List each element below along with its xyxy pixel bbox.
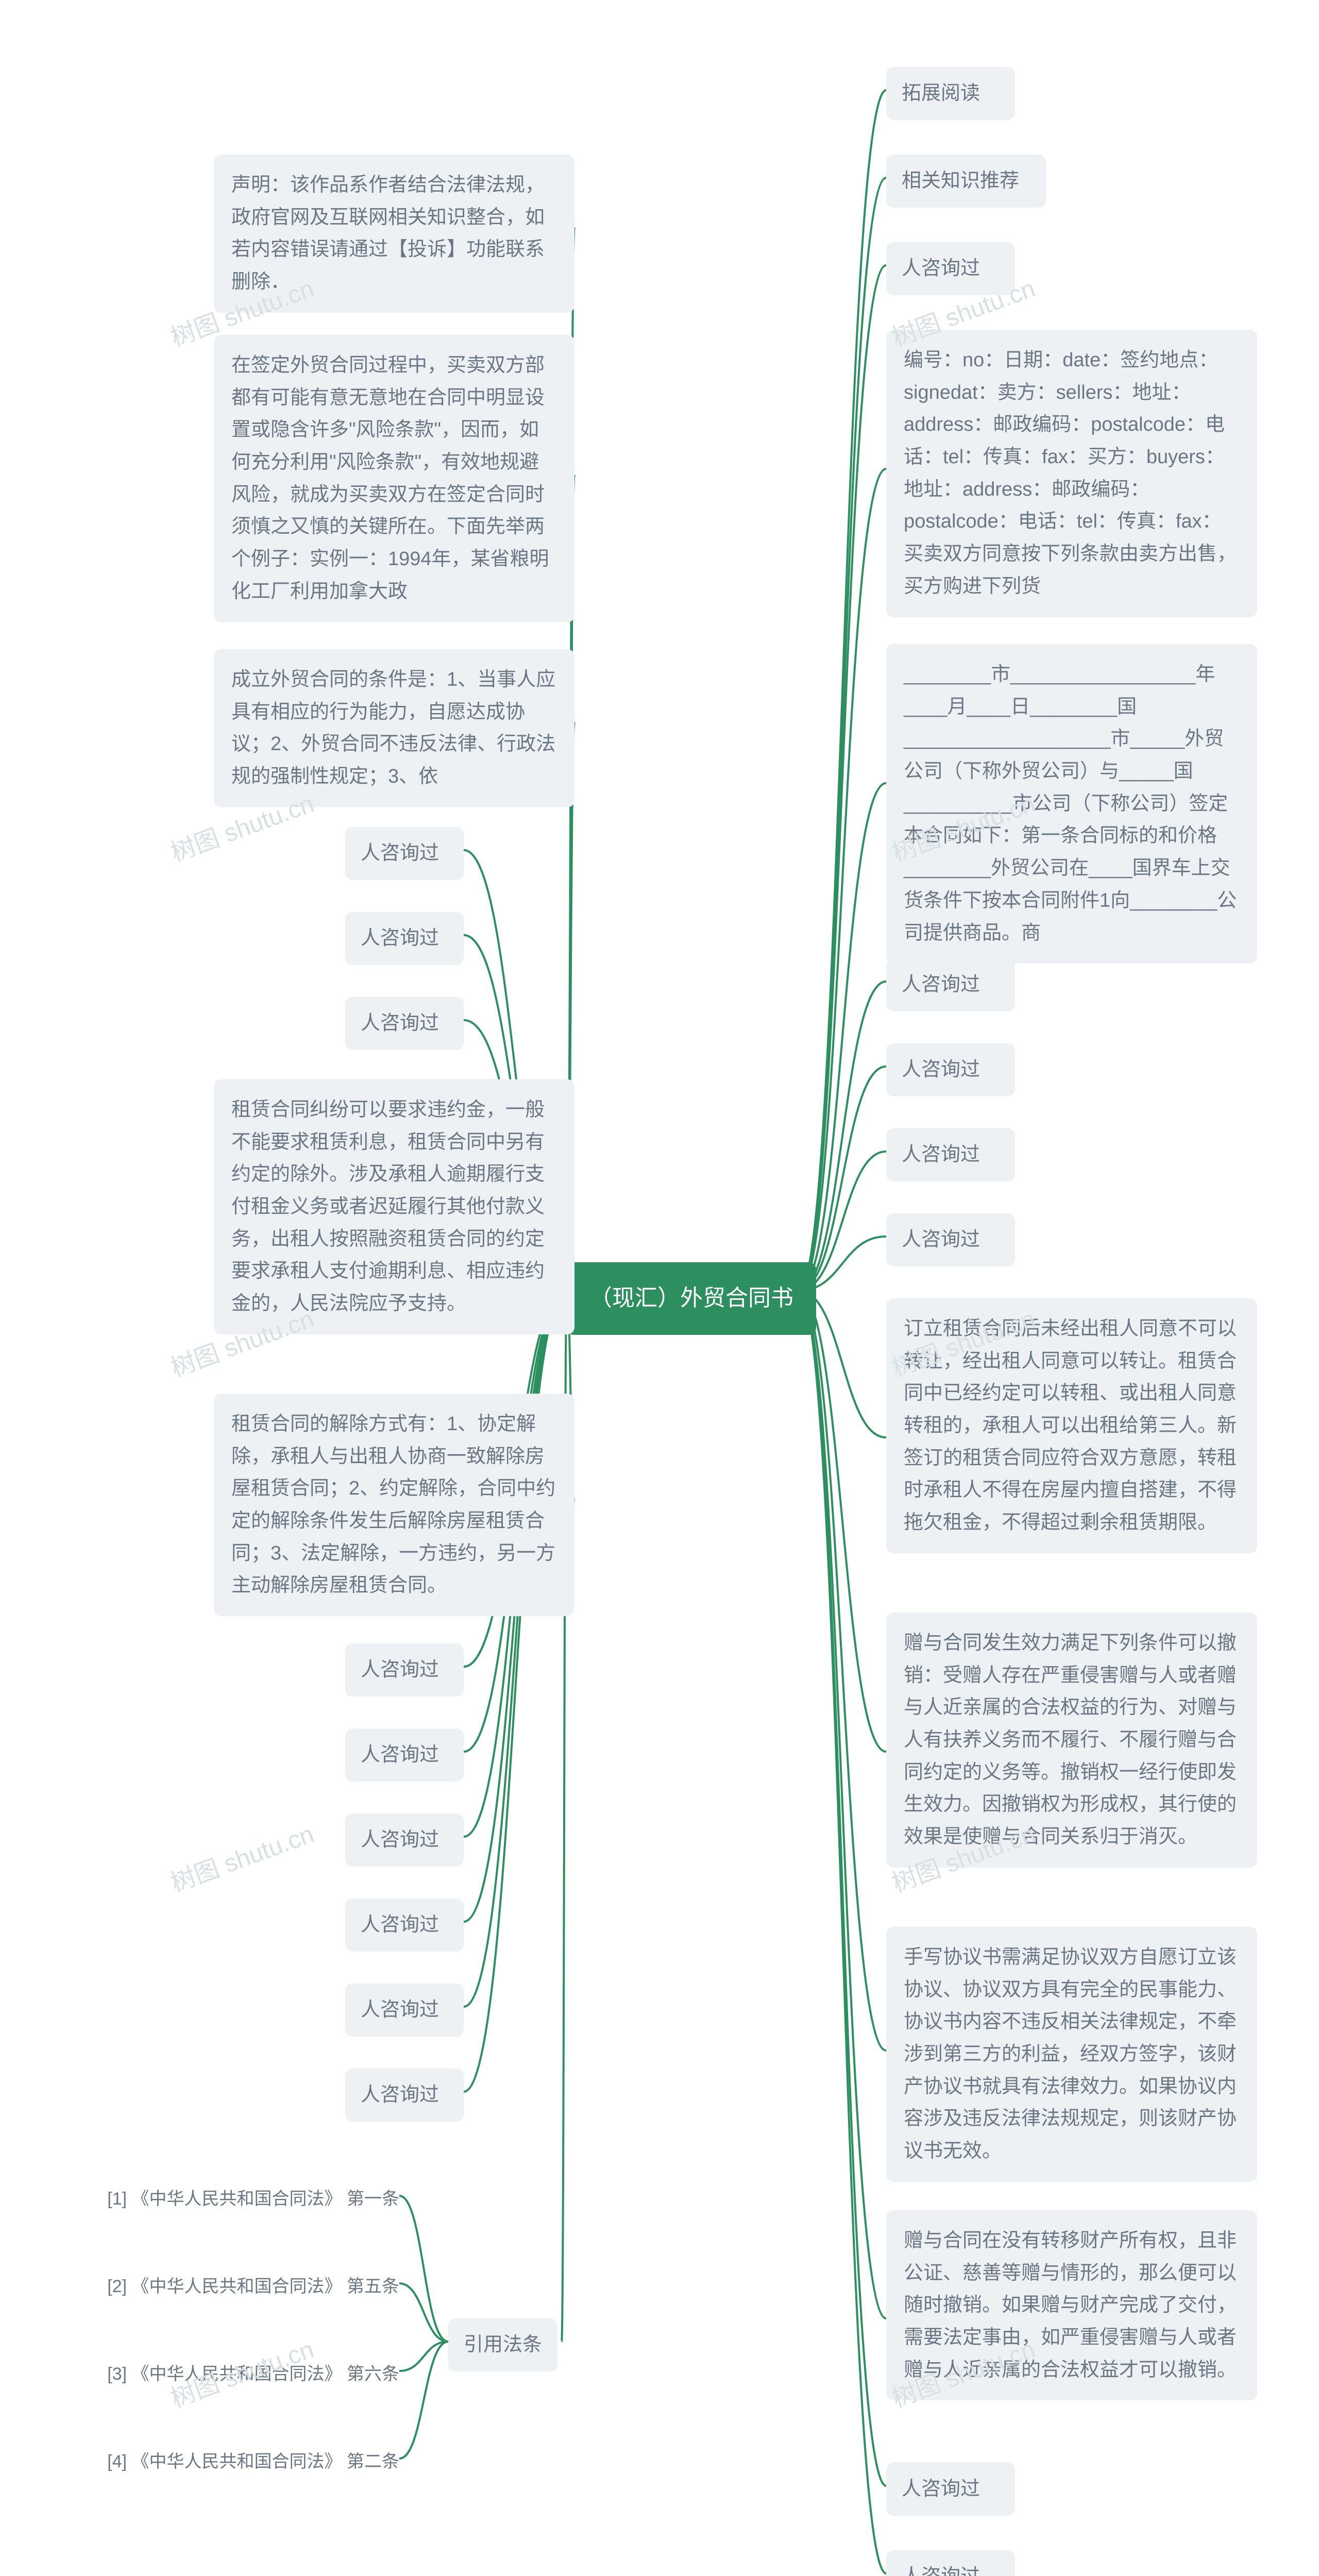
left-node: 人咨询过: [345, 912, 464, 965]
right-node: 拓展阅读: [886, 67, 1015, 120]
left-node: 人咨询过: [345, 1728, 464, 1782]
watermark: 树图 shutu.cn: [165, 1814, 318, 1899]
left-node: 人咨询过: [345, 1814, 464, 1867]
left-node: 成立外贸合同的条件是：1、当事人应具有相应的行为能力，自愿达成协议；2、外贸合同…: [214, 649, 574, 807]
left-node: 租赁合同的解除方式有：1、协定解除，承租人与出租人协商一致解除房屋租赁合同；2、…: [214, 1394, 574, 1616]
left-node: 声明：该作品系作者结合法律法规，政府官网及互联网相关知识整合，如若内容错误请通过…: [214, 155, 574, 313]
law-item: [3] 《中华人民共和国合同法》 第六条: [107, 2360, 399, 2385]
left-node: 人咨询过: [345, 1984, 464, 2037]
right-node: 人咨询过: [886, 1213, 1015, 1266]
right-node: 订立租赁合同后未经出租人同意不可以转让，经出租人同意可以转让。租赁合同中已经约定…: [886, 1298, 1257, 1553]
center-node: （现汇）外贸合同书: [567, 1262, 816, 1335]
right-node: 人咨询过: [886, 1128, 1015, 1181]
law-item: [2] 《中华人民共和国合同法》 第五条: [107, 2272, 399, 2297]
right-node: 人咨询过: [886, 958, 1015, 1011]
left-node: 在签定外贸合同过程中，买卖双方部都有可能有意无意地在合同中明显设置或隐含许多"风…: [214, 335, 574, 622]
right-node: 赠与合同发生效力满足下列条件可以撤销：受赠人存在严重侵害赠与人或者赠与人近亲属的…: [886, 1613, 1257, 1868]
left-node: 租赁合同纠纷可以要求违约金，一般不能要求租赁利息，租赁合同中另有约定的除外。涉及…: [214, 1079, 574, 1334]
right-node: 人咨询过: [886, 2550, 1015, 2576]
left-node: 人咨询过: [345, 827, 464, 880]
right-node: 人咨询过: [886, 1043, 1015, 1096]
right-node: 相关知识推荐: [886, 155, 1046, 208]
left-node: 人咨询过: [345, 1899, 464, 1952]
right-node: 编号：no：日期：date：签约地点：signedat：卖方：sellers：地…: [886, 330, 1257, 617]
mindmap-canvas: （现汇）外贸合同书 声明：该作品系作者结合法律法规，政府官网及互联网相关知识整合…: [0, 0, 1319, 2576]
left-node: 人咨询过: [345, 997, 464, 1050]
law-hub-node: 引用法条: [448, 2318, 557, 2371]
law-item: [4] 《中华人民共和国合同法》 第二条: [107, 2447, 399, 2472]
right-node: 人咨询过: [886, 242, 1015, 295]
law-item: [1] 《中华人民共和国合同法》 第一条: [107, 2184, 399, 2210]
right-node: 手写协议书需满足协议双方自愿订立该协议、协议双方具有完全的民事能力、协议书内容不…: [886, 1927, 1257, 2182]
right-node: 赠与合同在没有转移财产所有权，且非公证、慈善等赠与情形的，那么便可以随时撤销。如…: [886, 2210, 1257, 2400]
right-node: ________市_________________年____月____日___…: [886, 644, 1257, 963]
left-node: 人咨询过: [345, 2069, 464, 2122]
right-node: 人咨询过: [886, 2463, 1015, 2516]
left-node: 人咨询过: [345, 1643, 464, 1697]
